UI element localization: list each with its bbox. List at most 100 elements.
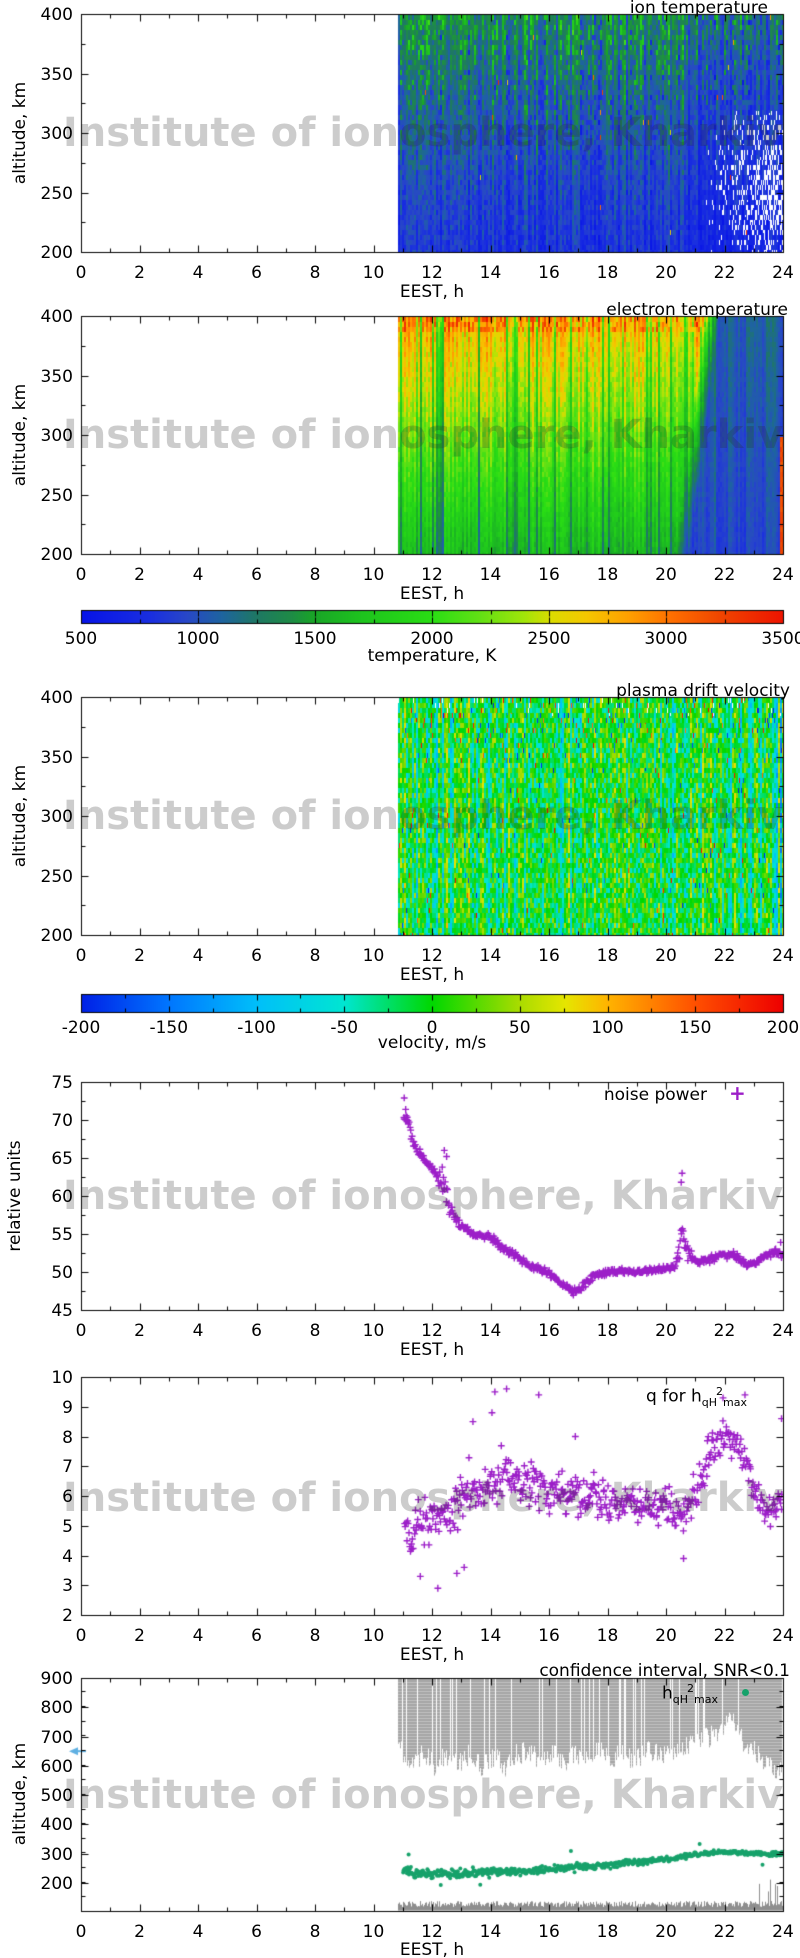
x-tick-label: 8: [309, 263, 321, 283]
x-tick-label: 10: [362, 565, 385, 585]
x-tick-label: 14: [479, 1922, 502, 1942]
q-legend-pre: q for h: [646, 1386, 702, 1407]
y-tick-label: 300: [40, 1844, 73, 1865]
x-tick-label: 18: [596, 946, 619, 966]
y-tick-label: 250: [40, 183, 73, 204]
x-tick-label: 4: [192, 946, 204, 966]
x-tick-label: 16: [538, 1321, 560, 1341]
x-tick-label: 0: [75, 1626, 87, 1646]
hmax-legend-pre: h: [661, 1683, 673, 1704]
x-tick-label: 4: [192, 1922, 204, 1942]
x-tick-label: 6: [251, 565, 262, 585]
hmax-legend-dot-icon: [742, 1689, 749, 1696]
noise-ylabel: relative units: [5, 1140, 25, 1252]
colorbar-tick-label: 500: [64, 629, 98, 649]
x-tick-label: 20: [655, 1626, 677, 1646]
y-tick-label: 600: [40, 1756, 73, 1777]
colorbar-tick-label: 0: [426, 1018, 438, 1038]
noise-power-legend-plus-icon: +: [729, 1081, 746, 1105]
x-tick-label: 14: [479, 565, 502, 585]
x-tick-label: 2: [134, 946, 145, 966]
y-tick-label: 800: [40, 1698, 73, 1719]
q-legend-sup: 2: [716, 1385, 724, 1398]
colorbar-tick-label: 2000: [410, 629, 454, 649]
x-tick-label: 12: [421, 1626, 443, 1646]
x-tick-label: 12: [421, 946, 443, 966]
colorbar-tick-label: 1500: [293, 629, 337, 649]
colorbar-tick-label: 100: [591, 1018, 624, 1038]
y-tick-label: 55: [51, 1225, 73, 1245]
x-tick-label: 2: [134, 1626, 145, 1646]
y-tick-label: 4: [62, 1546, 73, 1567]
colorbar-tick-label: 150: [679, 1018, 712, 1038]
x-tick-label: 6: [251, 946, 262, 966]
y-tick-label: 50: [51, 1263, 73, 1283]
x-tick-label: 20: [655, 1922, 677, 1942]
x-tick-label: 12: [421, 565, 443, 585]
hmax-legend-sub2: max: [694, 1693, 718, 1707]
y-tick-label: 300: [40, 426, 73, 446]
y-tick-label: 2: [62, 1606, 73, 1626]
y-tick-label: 250: [40, 485, 73, 506]
x-tick-label: 20: [655, 946, 677, 966]
x-tick-label: 20: [655, 565, 677, 585]
x-tick-label: 6: [251, 1626, 262, 1646]
y-tick-label: 200: [40, 1873, 73, 1894]
xaxis-label: EEST, h: [399, 1645, 465, 1665]
x-tick-label: 24: [772, 1626, 794, 1646]
x-tick-label: 12: [421, 263, 443, 283]
x-tick-label: 18: [596, 263, 619, 283]
x-tick-label: 0: [75, 1922, 87, 1942]
x-tick-label: 16: [538, 565, 560, 585]
x-tick-label: 24: [772, 1321, 794, 1341]
x-tick-label: 8: [309, 946, 321, 966]
q-factor-legend-label: q for hqH2max: [646, 1385, 747, 1409]
x-tick-label: 14: [479, 1321, 502, 1341]
x-tick-label: 2: [134, 263, 145, 283]
x-tick-label: 4: [192, 263, 204, 283]
y-tick-label: 45: [51, 1301, 73, 1321]
y-tick-label: 350: [40, 747, 73, 768]
y-tick-label: 350: [40, 64, 73, 85]
colorbar-tick-label: -50: [330, 1018, 359, 1038]
x-tick-label: 0: [75, 263, 87, 283]
electron-temperature-title: electron temperature: [606, 300, 788, 320]
x-tick-label: 22: [713, 1626, 736, 1646]
x-tick-label: 0: [75, 946, 87, 966]
hmax-legend-sup: 2: [687, 1682, 695, 1695]
x-tick-label: 20: [655, 263, 677, 283]
colorbar-tick-label: 200: [766, 1018, 800, 1038]
y-tick-label: 3: [62, 1576, 73, 1597]
hmax-legend-label: hqH2max: [662, 1682, 718, 1706]
xaxis-label: EEST, h: [399, 1340, 465, 1360]
velocity-colorbar-label: velocity, m/s: [377, 1033, 487, 1053]
confidence-interval-title: confidence interval, SNR<0.1: [539, 1661, 790, 1681]
x-tick-label: 4: [192, 565, 204, 585]
x-tick-label: 16: [538, 263, 560, 283]
x-tick-label: 18: [596, 1922, 619, 1942]
x-tick-label: 10: [362, 1922, 385, 1942]
colorbar-tick-label: -150: [149, 1018, 189, 1038]
xaxis-label: EEST, h: [399, 584, 465, 604]
x-tick-label: 16: [538, 1626, 560, 1646]
x-tick-label: 2: [134, 1321, 145, 1341]
colorbar-tick-label: 3000: [644, 629, 688, 649]
x-tick-label: 24: [772, 1922, 794, 1942]
x-tick-label: 24: [772, 946, 794, 966]
x-tick-label: 18: [596, 565, 619, 585]
x-tick-label: 0: [75, 1321, 87, 1341]
y-tick-label: 250: [40, 866, 73, 887]
x-tick-label: 14: [479, 1626, 502, 1646]
y-tick-label: 200: [40, 545, 73, 565]
temperature-colorbar-label: temperature, K: [367, 646, 497, 666]
colorbar-tick-label: 3500: [761, 629, 800, 649]
y-tick-label: 200: [40, 243, 73, 263]
y-tick-label: 70: [51, 1111, 73, 1131]
x-tick-label: 22: [713, 263, 736, 283]
y-tick-label: 400: [40, 688, 73, 708]
x-tick-label: 12: [421, 1321, 443, 1341]
q-legend-sub2: max: [723, 1396, 747, 1410]
x-tick-label: 8: [309, 565, 321, 585]
y-tick-label: 75: [51, 1073, 73, 1093]
y-tick-label: 900: [40, 1669, 73, 1689]
